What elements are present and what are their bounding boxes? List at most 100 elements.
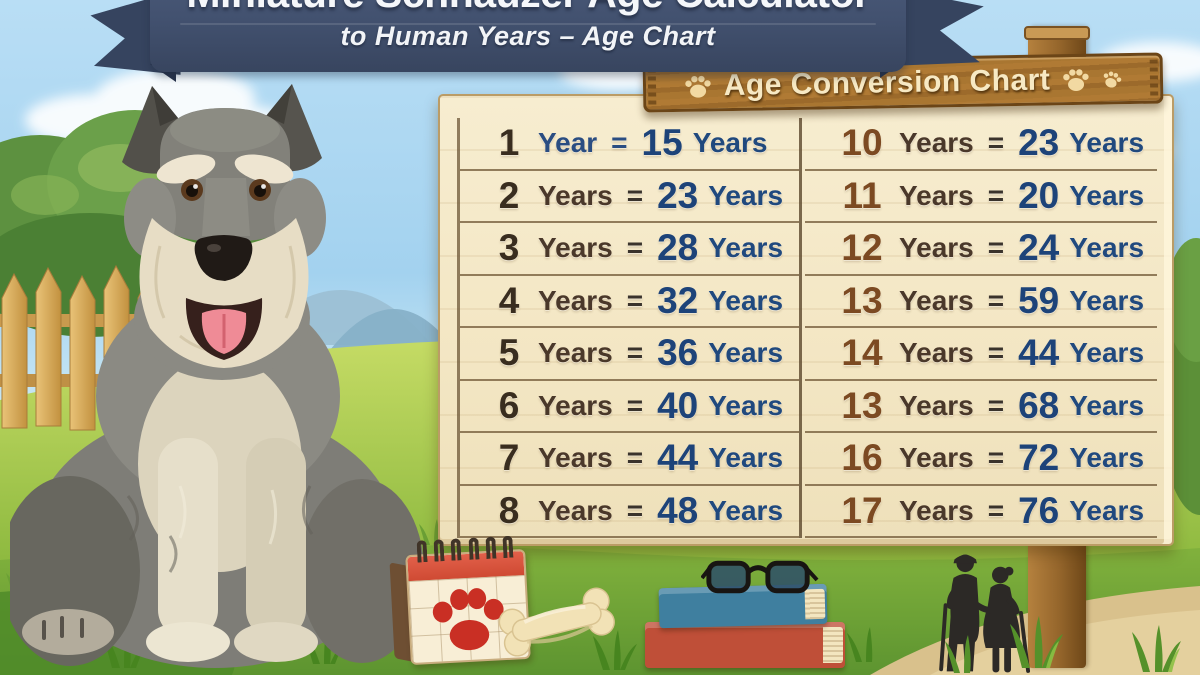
- age-row: 17 Years = 76 Years: [805, 486, 1157, 538]
- ring: [433, 539, 445, 562]
- age-row: 13 Years = 68 Years: [805, 381, 1157, 433]
- human-age: 23: [657, 174, 699, 216]
- dog-age: 8: [498, 489, 520, 531]
- dog-age: 3: [498, 227, 520, 269]
- dog-age-unit: Years: [538, 284, 613, 316]
- age-row: 3 Years = 28 Years: [460, 223, 799, 276]
- dog-age-unit: Years: [538, 337, 613, 369]
- human-age-unit: Years: [1069, 389, 1145, 421]
- dog-age-unit: Years: [899, 284, 974, 316]
- age-row: 2 Years = 23 Years: [460, 171, 799, 223]
- ring: [468, 537, 480, 560]
- age-row: 14 Years = 44 Years: [805, 328, 1157, 381]
- human-age: 28: [657, 227, 699, 269]
- dog-age: 14: [841, 332, 883, 374]
- equals-sign: =: [611, 127, 628, 159]
- human-age-unit: Years: [708, 179, 784, 211]
- dog-age-unit: Years: [538, 389, 613, 421]
- human-age-unit: Years: [708, 442, 784, 474]
- dog-age: 16: [841, 437, 883, 479]
- human-age: 24: [1018, 227, 1060, 269]
- equals-sign: =: [626, 284, 644, 316]
- dog-age: 17: [841, 489, 883, 531]
- human-age: 32: [657, 279, 699, 321]
- age-row: 5 Years = 36 Years: [460, 328, 799, 381]
- grass-tufts: [6, 519, 873, 670]
- dog-age-unit: Years: [899, 337, 974, 369]
- age-row: 10 Years = 23 Years: [805, 118, 1157, 171]
- dog-bone-icon: [498, 587, 615, 657]
- human-age: 36: [657, 332, 699, 374]
- equals-sign: =: [626, 232, 644, 264]
- paw-print-icon: [1104, 71, 1122, 88]
- books-stack-icon: [645, 560, 850, 668]
- red-book: [645, 622, 845, 668]
- human-age-unit: Years: [708, 337, 784, 369]
- ring: [485, 536, 497, 559]
- calendar-paw-icon: [389, 535, 531, 666]
- age-row: 13 Years = 59 Years: [805, 276, 1157, 328]
- human-age: 72: [1018, 437, 1060, 479]
- age-row: 11 Years = 20 Years: [805, 171, 1157, 223]
- dog-age: 1: [498, 122, 520, 164]
- human-age: 48: [657, 489, 699, 531]
- human-age-unit: Years: [1069, 442, 1145, 474]
- dog-age-unit: Years: [538, 494, 613, 526]
- equals-sign: =: [626, 494, 644, 526]
- equals-sign: =: [626, 389, 644, 421]
- age-row: 4 Years = 32 Years: [460, 276, 799, 328]
- conversion-board: 1 Year = 15 Years 2 Years = 23 Years 3 Y…: [438, 94, 1174, 546]
- page-subtitle: to Human Years – Age Chart: [340, 21, 716, 51]
- reading-glasses-icon: [701, 560, 819, 594]
- dog-eyes: [181, 179, 271, 201]
- dog-age: 6: [498, 384, 520, 426]
- equals-sign: =: [626, 337, 644, 369]
- age-row: 12 Years = 24 Years: [805, 223, 1157, 276]
- age-table-right-column: 10 Years = 23 Years 11 Years = 20 Years …: [805, 118, 1157, 538]
- dog-age-unit: Years: [899, 127, 974, 159]
- dog-age: 13: [841, 279, 883, 321]
- ring: [450, 538, 462, 561]
- elderly-couple-silhouette: [939, 554, 1031, 673]
- dog-age: 11: [842, 174, 882, 216]
- post-cap: [1024, 26, 1090, 40]
- age-row: 7 Years = 44 Years: [460, 433, 799, 486]
- equals-sign: =: [626, 179, 644, 211]
- dog-age-unit: Years: [538, 232, 613, 264]
- equals-sign: =: [987, 442, 1005, 474]
- human-age: 76: [1018, 489, 1060, 531]
- equals-sign: =: [987, 337, 1005, 369]
- human-age-unit: Years: [1069, 494, 1145, 526]
- human-age-unit: Years: [1069, 232, 1145, 264]
- dog-age: 7: [498, 437, 520, 479]
- equals-sign: =: [987, 127, 1005, 159]
- dog-age-unit: Years: [899, 232, 974, 264]
- dog-age-unit: Years: [538, 179, 613, 211]
- dog-age-unit: Year: [538, 127, 598, 159]
- dog-age-unit: Years: [899, 179, 974, 211]
- age-row: 1 Year = 15 Years: [460, 118, 799, 171]
- dog-age-unit: Years: [538, 442, 613, 474]
- human-age: 44: [1018, 332, 1060, 374]
- paw-print-icon: [684, 75, 711, 98]
- schnauzer-dog-illustration: [10, 84, 424, 668]
- dog-age: 2: [498, 174, 520, 216]
- human-age: 44: [657, 437, 699, 479]
- equals-sign: =: [626, 442, 644, 474]
- age-table-left-column: 1 Year = 15 Years 2 Years = 23 Years 3 Y…: [457, 118, 802, 538]
- dog-age: 4: [498, 279, 520, 321]
- ring: [416, 540, 428, 563]
- title-banner: Miniature Schnauzer Age Calculator to Hu…: [150, 0, 906, 72]
- equals-sign: =: [987, 494, 1005, 526]
- dog-age: 10: [841, 122, 883, 164]
- human-age-unit: Years: [1069, 179, 1145, 211]
- dog-age: 13: [841, 384, 883, 426]
- human-age-unit: Years: [708, 232, 784, 264]
- human-age-unit: Years: [1069, 127, 1145, 159]
- human-age-unit: Years: [692, 127, 768, 159]
- human-age-unit: Years: [1069, 284, 1145, 316]
- dog-head: [122, 84, 326, 380]
- dog-age-unit: Years: [899, 494, 974, 526]
- human-age-unit: Years: [708, 284, 784, 316]
- age-row: 6 Years = 40 Years: [460, 381, 799, 433]
